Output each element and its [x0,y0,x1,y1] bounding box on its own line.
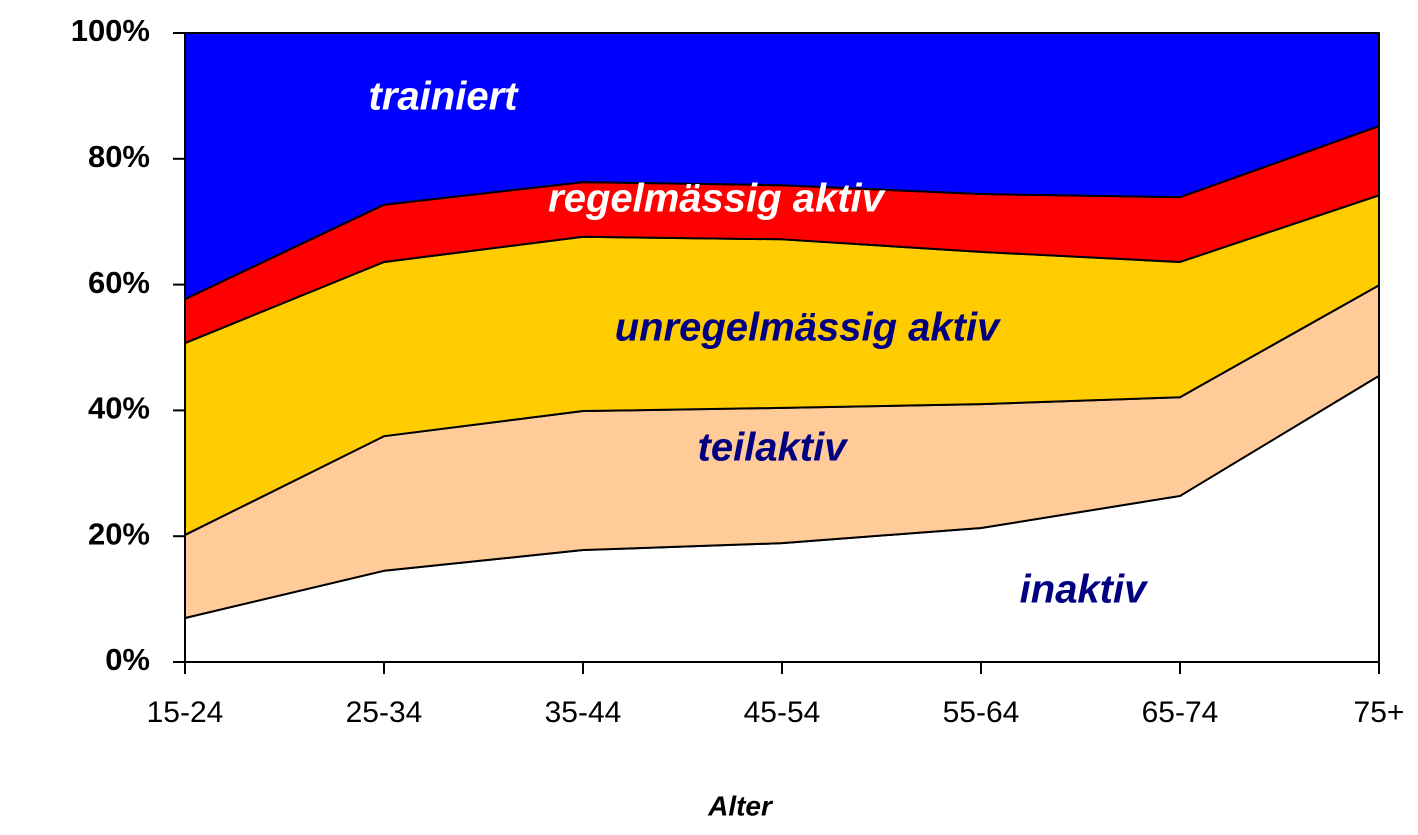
x-tick-label: 35-44 [545,696,622,729]
x-tick-label: 55-64 [943,696,1020,729]
series-label: inaktiv [1020,568,1149,612]
y-tick-label: 0% [105,642,150,677]
x-tick-label: 65-74 [1142,696,1219,729]
y-tick-label: 20% [88,516,150,551]
y-tick-label: 40% [88,391,150,426]
series-label: unregelmässig aktiv [615,306,1002,350]
x-tick-label: 45-54 [744,696,821,729]
series-label: teilaktiv [698,426,850,470]
series-label: trainiert [369,75,520,119]
area [184,32,1380,301]
y-tick-label: 80% [88,139,150,174]
y-tick-label: 60% [88,265,150,300]
series-label: regelmässig aktiv [548,177,886,221]
x-axis-label: Alter [707,790,774,821]
x-tick-label: 75+ [1354,696,1405,729]
y-tick-label: 100% [71,13,150,48]
x-tick-label: 25-34 [346,696,423,729]
x-tick-label: 15-24 [147,696,224,729]
